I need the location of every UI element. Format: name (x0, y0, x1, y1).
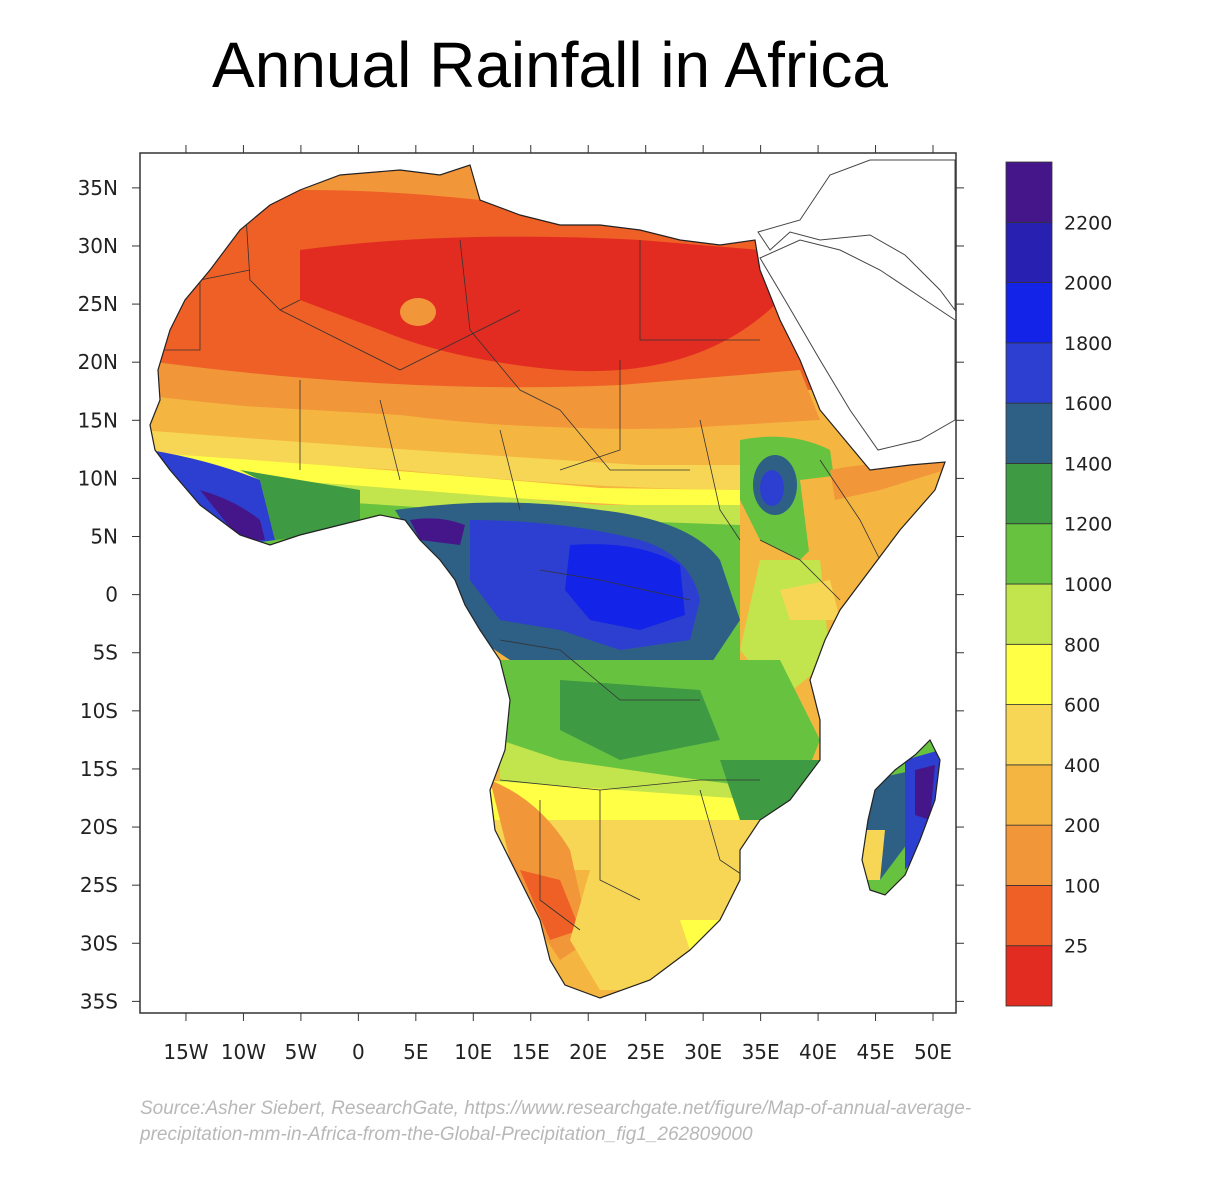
lat-tick-label: 5S (93, 641, 118, 665)
country-borders (160, 199, 881, 931)
lat-tick-label: 35N (78, 176, 118, 200)
latitude-axis: 35N 30N 25N 20N 15N 10N 5N 0 5S 10S 15S 20S 25S 30S 35… (78, 176, 964, 1013)
lat-tick-label: 15S (80, 757, 118, 781)
legend-swatch (1005, 824, 1053, 886)
lon-tick-label: 20E (569, 1040, 607, 1064)
lat-tick-label: 10N (78, 466, 118, 490)
legend-swatch (1005, 463, 1053, 525)
lon-tick-label: 10E (454, 1040, 492, 1064)
legend-label: 1800 (1064, 333, 1112, 355)
source-citation: Source:Asher Siebert, ResearchGate, http… (140, 1098, 972, 1145)
lon-tick-label: 45E (857, 1040, 895, 1064)
legend-swatch (1005, 764, 1053, 826)
legend-label: 200 (1064, 815, 1100, 837)
lat-tick-label: 35S (80, 989, 118, 1013)
legend-swatch (1005, 402, 1053, 464)
rainfall-legend: 25 100 200 400 600 800 1000 1200 1400 1600 1800 200… (1005, 161, 1112, 1007)
legend-label: 1600 (1064, 393, 1112, 415)
lon-tick-label: 5E (403, 1040, 428, 1064)
lon-tick-label: 15E (512, 1040, 550, 1064)
lat-tick-label: 30S (80, 931, 118, 955)
lat-tick-label: 15N (78, 408, 118, 432)
legend-swatch (1005, 282, 1053, 344)
legend-label: 100 (1064, 875, 1100, 897)
legend-label: 1200 (1064, 514, 1112, 536)
legend-label: 600 (1064, 695, 1100, 717)
lat-tick-label: 30N (78, 234, 118, 258)
legend-label: 800 (1064, 634, 1100, 656)
legend-swatch (1005, 704, 1053, 766)
lon-tick-label: 35E (742, 1040, 780, 1064)
legend-swatch (1005, 221, 1053, 283)
legend-label: 1400 (1064, 453, 1112, 475)
map-title: Annual Rainfall in Africa (212, 29, 888, 101)
eurasia-outline (757, 159, 956, 451)
lat-tick-label: 25S (80, 873, 118, 897)
legend-swatch (1005, 885, 1053, 947)
lat-tick-label: 20N (78, 350, 118, 374)
longitude-axis: 15W 10W 5W 0 5E 10E 15E 20E 25E 30E 35E 40E 45E 50E (163, 145, 952, 1064)
legend-swatch (1005, 342, 1053, 404)
map-figure: 15W 10W 5W 0 5E 10E 15E 20E 25E 30E 35E 40E 45E 50E 3… (78, 145, 1112, 1064)
legend-label: 2200 (1064, 212, 1112, 234)
legend-swatch (1005, 643, 1053, 705)
legend-swatch (1005, 161, 1053, 223)
legend-swatch (1005, 523, 1053, 585)
legend-swatch (1005, 583, 1053, 645)
lon-tick-label: 10W (221, 1040, 266, 1064)
lat-tick-label: 0 (105, 583, 118, 607)
legend-label: 25 (1064, 936, 1088, 958)
lat-tick-label: 25N (78, 292, 118, 316)
legend-label: 400 (1064, 755, 1100, 777)
lon-tick-label: 50E (914, 1040, 952, 1064)
lat-tick-label: 5N (90, 525, 118, 549)
africa-coastline (149, 164, 946, 999)
legend-label: 1000 (1064, 574, 1112, 596)
lat-tick-label: 10S (80, 699, 118, 723)
lat-tick-label: 20S (80, 815, 118, 839)
lon-tick-label: 15W (163, 1040, 208, 1064)
lon-tick-label: 0 (352, 1040, 365, 1064)
lon-tick-label: 40E (799, 1040, 837, 1064)
legend-swatch (1005, 945, 1053, 1007)
lon-tick-label: 25E (627, 1040, 665, 1064)
lon-tick-label: 30E (684, 1040, 722, 1064)
lon-tick-label: 5W (285, 1040, 318, 1064)
legend-label: 2000 (1064, 273, 1112, 295)
